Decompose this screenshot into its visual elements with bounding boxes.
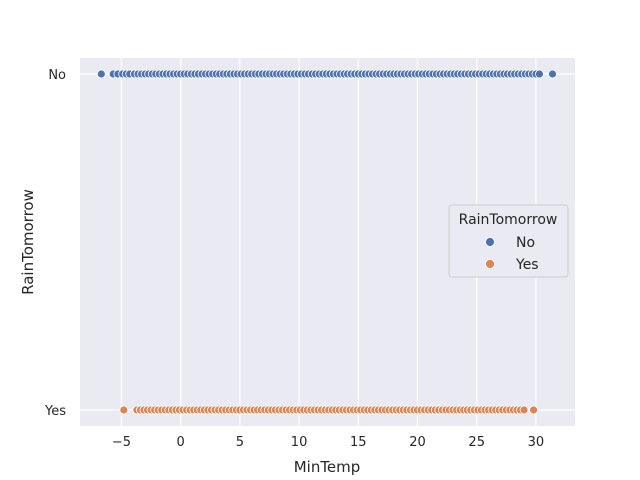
legend-marker-yes	[485, 259, 495, 269]
legend-title: RainTomorrow	[459, 212, 558, 228]
y-ticks: No Yes	[44, 68, 66, 419]
data-point-no	[548, 69, 557, 79]
y-tick-label: No	[48, 68, 66, 83]
legend-label-no: No	[516, 235, 535, 251]
y-axis-label: RainTomorrow	[19, 189, 37, 295]
legend-box	[448, 204, 569, 278]
y-tick-label: Yes	[44, 404, 66, 419]
legend: RainTomorrow No Yes	[448, 204, 569, 278]
x-axis-label: MinTemp	[294, 458, 361, 476]
legend-marker-no	[485, 237, 495, 247]
data-point-no	[96, 69, 106, 79]
x-tick-label: 25	[468, 435, 485, 450]
x-tick-label: 0	[177, 435, 185, 450]
x-tick-label: 30	[528, 435, 545, 450]
x-tick-label: 15	[350, 435, 367, 450]
data-point-yes	[519, 405, 529, 415]
legend-label-yes: Yes	[515, 257, 539, 273]
x-tick-label: 10	[291, 435, 308, 450]
data-point-yes	[529, 405, 538, 415]
x-ticks: −5 0 5 10 15 20 25 30	[112, 435, 544, 450]
x-tick-label: −5	[112, 435, 131, 450]
data-point-no	[535, 69, 544, 79]
x-tick-label: 5	[236, 435, 244, 450]
data-points	[96, 69, 557, 415]
data-point-yes	[119, 405, 129, 415]
x-tick-label: 20	[409, 435, 426, 450]
